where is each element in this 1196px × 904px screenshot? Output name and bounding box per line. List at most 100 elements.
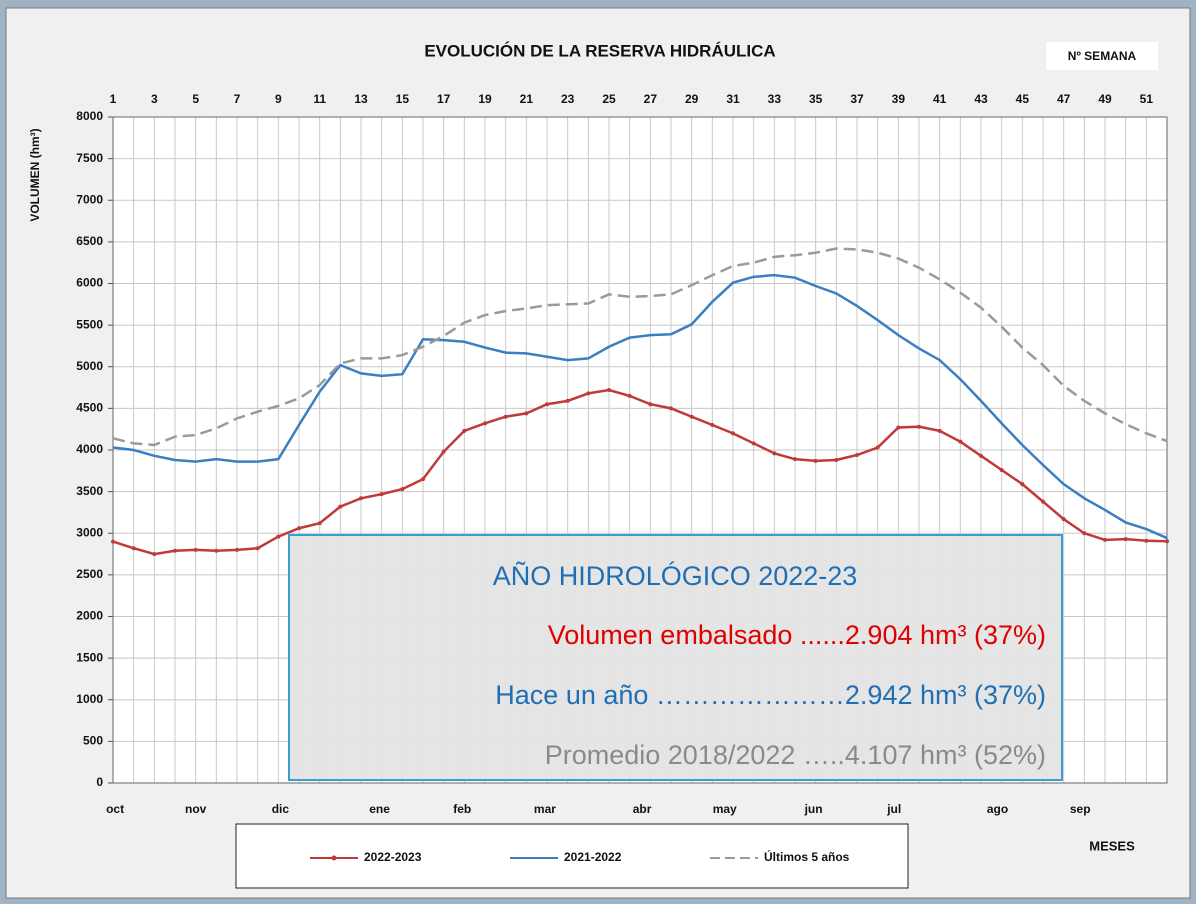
- month-label: mar: [534, 802, 556, 816]
- y-tick-label: 500: [83, 734, 103, 748]
- point: [1041, 500, 1045, 504]
- point: [793, 457, 797, 461]
- point: [1082, 531, 1086, 535]
- point: [194, 548, 198, 552]
- point: [979, 454, 983, 458]
- point: [648, 402, 652, 406]
- x-tick-label: 1: [110, 92, 117, 106]
- x-tick-label: 15: [396, 92, 410, 106]
- x-tick-label: 37: [850, 92, 864, 106]
- x-tick-label: 47: [1057, 92, 1071, 106]
- x-tick-label: 17: [437, 92, 451, 106]
- point: [111, 540, 115, 544]
- month-label: sep: [1070, 802, 1091, 816]
- x-tick-label: 5: [192, 92, 199, 106]
- point: [669, 406, 673, 410]
- point: [545, 402, 549, 406]
- y-axis-label: VOLUMEN (hm³): [28, 128, 42, 221]
- point: [462, 429, 466, 433]
- point: [917, 425, 921, 429]
- y-tick-label: 3500: [76, 484, 103, 498]
- point: [524, 411, 528, 415]
- y-tick-label: 7000: [76, 192, 103, 206]
- point: [876, 446, 880, 450]
- page: {"chart_data": { "type": "line", "title"…: [0, 0, 1196, 904]
- x-tick-label: 45: [1016, 92, 1030, 106]
- point: [276, 535, 280, 539]
- x-bottom-label: MESES: [1089, 838, 1135, 853]
- month-label: feb: [453, 802, 471, 816]
- point: [442, 450, 446, 454]
- point: [772, 451, 776, 455]
- annotation-line: Promedio 2018/2022 …..4.107 hm³ (52%): [545, 740, 1046, 770]
- x-tick-label: 7: [234, 92, 241, 106]
- legend-label: 2021-2022: [564, 850, 622, 864]
- legend-label: Últimos 5 años: [764, 849, 850, 864]
- point: [400, 487, 404, 491]
- x-tick-label: 39: [892, 92, 906, 106]
- month-label: ago: [987, 802, 1008, 816]
- annotation-line: Volumen embalsado ......2.904 hm³ (37%): [548, 620, 1046, 650]
- y-tick-label: 6500: [76, 234, 103, 248]
- y-tick-label: 5000: [76, 359, 103, 373]
- point: [483, 421, 487, 425]
- x-tick-label: 21: [520, 92, 534, 106]
- x-tick-label: 49: [1098, 92, 1112, 106]
- chart-title: EVOLUCIÓN DE LA RESERVA HIDRÁULICA: [424, 41, 775, 60]
- x-tick-label: 13: [354, 92, 368, 106]
- point: [1000, 468, 1004, 472]
- month-label: nov: [185, 802, 207, 816]
- point: [318, 521, 322, 525]
- x-tick-label: 31: [726, 92, 740, 106]
- point: [338, 505, 342, 509]
- point: [710, 423, 714, 427]
- y-tick-label: 3000: [76, 525, 103, 539]
- legend-label: 2022-2023: [364, 850, 422, 864]
- y-tick-label: 6000: [76, 276, 103, 290]
- x-top-label: Nº SEMANA: [1068, 49, 1137, 63]
- point: [132, 546, 136, 550]
- point: [1103, 538, 1107, 542]
- x-tick-label: 27: [644, 92, 658, 106]
- x-tick-label: 35: [809, 92, 823, 106]
- y-tick-label: 2000: [76, 609, 103, 623]
- point: [628, 394, 632, 398]
- y-tick-label: 5500: [76, 317, 103, 331]
- point: [958, 440, 962, 444]
- point: [690, 415, 694, 419]
- point: [1124, 537, 1128, 541]
- annotation: AÑO HIDROLÓGICO 2022-23 Volumen embalsado…: [289, 535, 1062, 780]
- chart: EVOLUCIÓN DE LA RESERVA HIDRÁULICA Nº SE…: [0, 0, 1196, 904]
- annotation-title: AÑO HIDROLÓGICO 2022-23: [493, 560, 858, 591]
- point: [1144, 539, 1148, 543]
- y-tick-label: 7500: [76, 151, 103, 165]
- point: [938, 429, 942, 433]
- month-label: dic: [272, 802, 290, 816]
- point: [1165, 539, 1169, 543]
- point: [359, 496, 363, 500]
- point: [814, 459, 818, 463]
- point: [380, 492, 384, 496]
- point: [173, 549, 177, 553]
- x-tick-label: 19: [478, 92, 492, 106]
- y-tick-label: 0: [96, 775, 103, 789]
- point: [752, 441, 756, 445]
- point: [731, 431, 735, 435]
- x-tick-label: 41: [933, 92, 947, 106]
- legend-marker: [332, 856, 337, 861]
- x-tick-label: 33: [768, 92, 782, 106]
- point: [566, 399, 570, 403]
- point: [834, 458, 838, 462]
- point: [256, 546, 260, 550]
- point: [504, 415, 508, 419]
- month-label: jul: [886, 802, 901, 816]
- point: [896, 426, 900, 430]
- y-tick-label: 1500: [76, 650, 103, 664]
- y-tick-label: 2500: [76, 567, 103, 581]
- month-label: ene: [369, 802, 390, 816]
- point: [235, 548, 239, 552]
- month-label: may: [713, 802, 737, 816]
- point: [152, 552, 156, 556]
- month-label: abr: [633, 802, 652, 816]
- x-tick-label: 51: [1140, 92, 1154, 106]
